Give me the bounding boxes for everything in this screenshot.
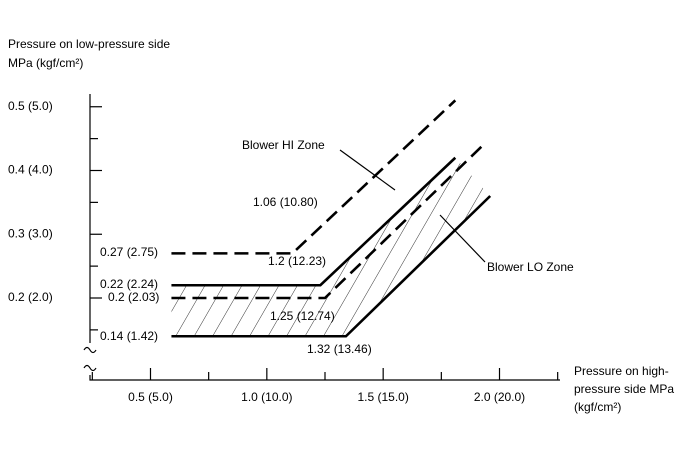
- leader-line: [439, 214, 486, 263]
- series-line: [171, 195, 492, 338]
- annotation: 0.27 (2.75): [100, 245, 158, 259]
- annotation: 0.2 (2.03): [108, 290, 159, 304]
- x-axis-title: (kgf/cm²): [574, 400, 621, 414]
- x-axis-title: pressure side MPa: [574, 382, 674, 396]
- x-tick-label: 1.5 (15.0): [357, 390, 408, 404]
- y-axis-title: MPa (kgf/cm²): [8, 56, 83, 70]
- annotation: 1.32 (13.46): [307, 342, 372, 356]
- annotation: 1.25 (12.74): [270, 309, 335, 323]
- leader-line: [339, 149, 396, 191]
- series-line: [171, 144, 485, 300]
- x-tick-label: 2.0 (20.0): [474, 390, 525, 404]
- x-tick-label: 1.0 (10.0): [241, 390, 292, 404]
- y-tick-label: 0.4 (4.0): [8, 163, 53, 177]
- annotation: 1.06 (10.80): [253, 195, 318, 209]
- axis: [83, 94, 560, 381]
- x-tick-label: 0.5 (5.0): [128, 390, 173, 404]
- x-axis-title: Pressure on high-: [574, 364, 669, 378]
- annotation: 0.22 (2.24): [100, 277, 158, 291]
- y-tick-label: 0.2 (2.0): [8, 290, 53, 304]
- hatched-zone: [171, 157, 491, 337]
- y-tick-label: 0.5 (5.0): [8, 99, 53, 113]
- annotation: 0.14 (1.42): [100, 329, 158, 343]
- annotation: 1.2 (12.23): [268, 254, 326, 268]
- series-line: [171, 156, 457, 287]
- y-axis-title: Pressure on low-pressure side: [8, 37, 170, 51]
- annotation: Blower LO Zone: [487, 260, 574, 274]
- y-tick-label: 0.3 (3.0): [8, 226, 53, 240]
- annotation: Blower HI Zone: [242, 138, 325, 152]
